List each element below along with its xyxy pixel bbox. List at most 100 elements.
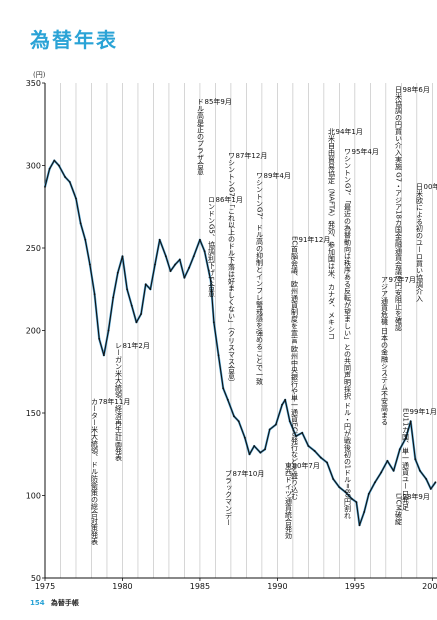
annotation-1990-07: 90年7月 東西ドイツ通貨統合発効 bbox=[284, 462, 320, 552]
data-point bbox=[102, 354, 105, 357]
data-point bbox=[253, 445, 256, 447]
annotation-text: EU11カ国、単一通貨ユーロ発足 bbox=[401, 408, 410, 511]
annotation-text: ワシントンG7、「これ以上のドル下落は好ましくない」（クリスマス合意） bbox=[227, 152, 236, 386]
annotation-date: 94年1月 bbox=[335, 128, 363, 136]
data-point bbox=[48, 167, 51, 170]
annotation-date: 85年9月 bbox=[204, 98, 232, 106]
data-point bbox=[319, 456, 322, 459]
data-point bbox=[295, 435, 297, 437]
annotation-2000-09: 00年9月日米欧による初のユーロ買い協調介入 bbox=[415, 183, 437, 303]
annotation-text: 日米欧による初のユーロ買い協調介入 bbox=[415, 183, 424, 302]
annotation-text: LTCM破綻 bbox=[394, 493, 403, 525]
data-point bbox=[434, 481, 437, 484]
x-tick-label: 1990 bbox=[267, 582, 287, 591]
annotation-1991-12: 91年12月 EC首脳会議、欧州通貨制度を宣言 欧州中央銀行や単一通貨ECU発行な… bbox=[290, 236, 331, 500]
y-tick-label: 50 bbox=[31, 574, 41, 583]
y-tick-label: 150 bbox=[26, 409, 41, 418]
annotation-text: 東西ドイツ通貨統合発効 bbox=[284, 462, 293, 539]
data-point bbox=[425, 478, 428, 480]
data-point bbox=[358, 524, 361, 527]
data-point bbox=[237, 420, 240, 423]
y-unit-label: (円) bbox=[33, 71, 46, 79]
page-number: 154 bbox=[30, 599, 45, 607]
annotation-text: カーター米大統領、ドル防衛策の総合対策発表 bbox=[90, 398, 99, 545]
data-point bbox=[380, 471, 383, 474]
data-point bbox=[248, 453, 251, 456]
annotation-1995-04: 95年4月 ワシントンG7、「最近の為替動向は秩序ある反転が望ましい」との共同声明… bbox=[343, 148, 379, 519]
y-tick-label: 200 bbox=[26, 327, 41, 336]
data-point bbox=[130, 304, 133, 307]
annotation-date: 87年10月 bbox=[232, 470, 265, 478]
y-tick-label: 300 bbox=[26, 162, 41, 171]
annotation-1978-11: 78年11月 カーター米大統領、ドル防衛策の総合対策発表 bbox=[90, 398, 131, 548]
annotation-date: 90年7月 bbox=[292, 462, 320, 470]
annotation-1989-04: 89年4月 ワシントンG7、ドル高の抑制とインフレ警戒感を強めることで一致 bbox=[255, 172, 291, 385]
data-point bbox=[226, 398, 229, 401]
annotation-text: ワシントンG7、「最近の為替動向は秩序ある反転が望ましい」との共同声明採択 ドル… bbox=[343, 148, 352, 519]
data-point bbox=[338, 486, 341, 489]
y-tick-label: 100 bbox=[26, 492, 41, 501]
annotation-text: ロンドンG5、協調利下げで合意 bbox=[207, 196, 216, 297]
tick-labels: 50 100 150 200 250 300 350 1975 1980 1985 1990 1995… bbox=[26, 79, 437, 591]
annotation-date: 86年1月 bbox=[215, 196, 243, 204]
data-point bbox=[233, 415, 235, 418]
data-point bbox=[144, 283, 147, 286]
data-point bbox=[217, 354, 220, 357]
book-title: 為替手帳 bbox=[50, 599, 79, 607]
data-point bbox=[392, 469, 395, 472]
data-point bbox=[307, 445, 310, 447]
annotation-1999-01: 99年1月 EU11カ国、単一通貨ユーロ発足 bbox=[401, 408, 437, 510]
annotation-1998-06: 98年6月 日米協調の円買い介入実施 G7・アジア18カ国金融通貨会議で円安阻止を… bbox=[394, 86, 430, 331]
data-point bbox=[301, 431, 304, 434]
data-point bbox=[164, 255, 167, 258]
data-point bbox=[350, 497, 353, 500]
data-point bbox=[126, 288, 129, 291]
data-point bbox=[93, 293, 96, 296]
data-point bbox=[209, 280, 212, 282]
data-point bbox=[222, 387, 225, 390]
y-tick-label: 350 bbox=[26, 79, 41, 88]
x-tick-label: 1985 bbox=[190, 582, 210, 591]
annotation-date: 99年1月 bbox=[409, 408, 437, 416]
annotation-1997-07: 97年7月 アジア通貨危機 日本の金融システム不安高まる bbox=[380, 276, 416, 425]
data-point bbox=[154, 263, 156, 266]
annotation-date: 91年12月 bbox=[298, 236, 331, 244]
data-point bbox=[107, 329, 110, 332]
data-point bbox=[212, 321, 215, 324]
page-footer: 154 為替手帳 bbox=[30, 598, 79, 608]
data-point bbox=[409, 420, 412, 423]
annotation-date: 78年11月 bbox=[98, 398, 131, 406]
data-point bbox=[68, 181, 71, 183]
data-point bbox=[178, 258, 181, 261]
data-point bbox=[313, 450, 316, 452]
annotation-date: 95年4月 bbox=[351, 148, 379, 156]
annotation-text: レーガン米大統領、経済再生計画発表 bbox=[114, 342, 123, 461]
data-point bbox=[274, 423, 277, 426]
x-tick-label: 1975 bbox=[35, 582, 55, 591]
page-title: 為替年表 bbox=[30, 28, 118, 52]
data-point bbox=[89, 263, 91, 266]
data-point bbox=[203, 250, 206, 253]
data-point bbox=[79, 222, 82, 225]
data-point bbox=[367, 492, 370, 495]
annotation-1985-09: 85年9月 ドル高是正のプラザ合意 bbox=[196, 98, 232, 198]
annotation-text: 日米協調の円買い介入実施 G7・アジア18カ国金融通貨会議で円安阻止を確認 bbox=[394, 86, 403, 332]
annotation-date: 81年2月 bbox=[122, 342, 150, 350]
plot-area bbox=[43, 159, 437, 527]
data-point bbox=[363, 511, 366, 513]
data-point bbox=[374, 481, 376, 484]
data-point bbox=[44, 186, 46, 188]
data-point bbox=[135, 321, 138, 324]
annotation-1987-10: 87年10月 ブラックマンデー bbox=[224, 470, 265, 550]
data-point bbox=[169, 270, 172, 272]
x-tick-label: 2000 bbox=[422, 582, 437, 591]
data-point bbox=[264, 448, 266, 451]
data-point bbox=[112, 296, 115, 299]
data-point bbox=[98, 337, 101, 340]
data-point bbox=[398, 448, 401, 451]
annotation-1994-01: 94年1月 北米自由貿易協定（NAFTA）発効、参加国は米、カナダ、メキシコ bbox=[327, 128, 363, 339]
annotation-1986-01: 86年1月 ロンドンG5、協調利下げで合意 bbox=[207, 196, 243, 316]
annotation-date: 97年7月 bbox=[388, 276, 416, 284]
data-point bbox=[116, 271, 119, 274]
